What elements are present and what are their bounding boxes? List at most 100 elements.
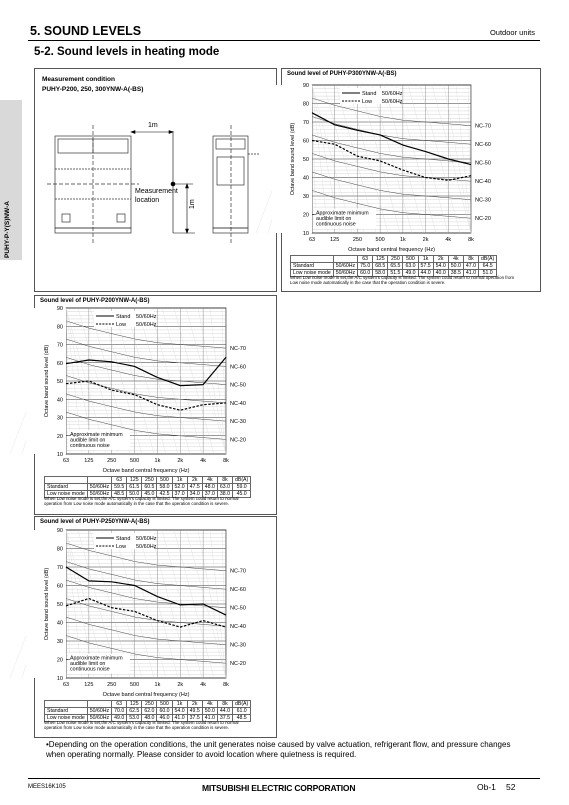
sound-level-table-1: 63 125 250 500 1k 2k 4k 8k dB(A) Standard 50/60Hz 5… <box>44 476 252 498</box>
table-cell: 68.5 <box>372 262 389 270</box>
table-header-cell <box>86 476 113 484</box>
table-header-cell: 2k <box>432 255 449 263</box>
table-header-cell: 1k <box>417 255 434 263</box>
table-header-cell: 500 <box>402 255 419 263</box>
table-cell: 63.0 <box>402 262 419 270</box>
table-header-cell: 500 <box>156 700 173 708</box>
table-cell: 54.0 <box>171 707 188 715</box>
table-cell: 63.0 <box>216 483 233 491</box>
table-cell: 50/60Hz <box>86 490 113 498</box>
table-header-cell: 4k <box>201 476 218 484</box>
table-row: Standard 50/60Hz 59.5 61.5 60.5 58.0 52.0 47.5 4… <box>44 483 252 491</box>
table-cell: 59.0 <box>231 483 252 491</box>
location-label-1: Measurement <box>135 188 178 195</box>
chart-title-1: Sound level of PUHY-P200YNW-A(-BS) <box>40 298 150 304</box>
table-cell: 45.0 <box>231 490 252 498</box>
table-cell: 62.5 <box>126 707 143 715</box>
unit-diagram: 1m 1m Measurement location <box>47 122 260 244</box>
table-row: Low noise mode 50/60Hz 60.0 58.0 51.5 49.0 44.… <box>290 269 498 277</box>
table-header-cell: 500 <box>156 476 173 484</box>
table-header-cell: dB(A) <box>231 476 252 484</box>
section-category: Outdoor units <box>489 28 535 37</box>
table-cell: 50/60Hz <box>332 262 359 270</box>
table-cell: 60.5 <box>141 483 158 491</box>
table-cell: Standard <box>290 262 334 270</box>
table-cell: 64.5 <box>477 262 498 270</box>
table-header-cell: 8k <box>216 700 233 708</box>
table-cell: 60.0 <box>156 707 173 715</box>
table-cell: 50/60Hz <box>332 269 359 277</box>
table-header-cell: 1k <box>171 700 188 708</box>
table-header-cell: 125 <box>126 476 143 484</box>
table-row: Low noise mode 50/60Hz 49.0 53.0 48.0 46.0 41.… <box>44 714 252 722</box>
table-header-cell: 250 <box>387 255 404 263</box>
table-header-cell: 2k <box>186 700 203 708</box>
table-cell: 65.5 <box>387 262 404 270</box>
table-cell: 50.0 <box>447 262 464 270</box>
measurement-title: Measurement condition <box>42 76 115 83</box>
chart-title-2: Sound level of PUHY-P250YNW-A(-BS) <box>40 519 150 525</box>
table-cell: Standard <box>44 707 88 715</box>
table-cell: 58.0 <box>156 483 173 491</box>
header-rule <box>28 40 540 41</box>
table-header-cell <box>290 255 334 263</box>
table-header-cell: 125 <box>372 255 389 263</box>
dim-vertical: 1m <box>189 199 196 209</box>
operation-note: •Depending on the operation conditions, … <box>46 740 511 759</box>
measurement-models: PUHY-P200, 250, 300YNW-A(-BS) <box>42 86 144 93</box>
table-header-cell: 2k <box>186 476 203 484</box>
table-header-cell: 250 <box>141 476 158 484</box>
table-cell: 61.5 <box>126 483 143 491</box>
section-title: 5. SOUND LEVELS <box>30 24 142 38</box>
sound-level-table-0: 63 125 250 500 1k 2k 4k 8k dB(A) Standard 50/60Hz 7… <box>290 255 498 277</box>
table-cell: 48.0 <box>201 483 218 491</box>
table-header-cell: 8k <box>462 255 479 263</box>
location-label-2: location <box>135 197 159 204</box>
table-cell: 48.5 <box>231 714 252 722</box>
table-header-cell <box>86 700 113 708</box>
table-note-0: When Low noise mode is set,the A/C syste… <box>290 275 515 285</box>
table-header-cell <box>44 700 88 708</box>
table-header-cell: 63 <box>111 700 128 708</box>
table-header-cell: 1k <box>171 476 188 484</box>
doc-code: MEES16K105 <box>28 784 66 790</box>
table-header-cell <box>332 255 359 263</box>
page-number: 52 <box>506 782 516 792</box>
table-header-cell: 63 <box>357 255 374 263</box>
table-cell: 50.0 <box>201 707 218 715</box>
table-cell: 75.0 <box>357 262 374 270</box>
table-cell: 49.5 <box>186 707 203 715</box>
table-cell: 47.0 <box>462 262 479 270</box>
table-cell: 59.5 <box>111 483 128 491</box>
table-note-2: When Low noise mode is set,the A/C syste… <box>44 720 239 730</box>
table-row: Standard 50/60Hz 75.0 68.5 65.5 63.0 57.5 54.0 5… <box>290 262 498 270</box>
table-cell: 50/60Hz <box>86 707 113 715</box>
table-cell: 57.5 <box>417 262 434 270</box>
table-header-cell: dB(A) <box>477 255 498 263</box>
subsection-title: 5-2. Sound levels in heating mode <box>34 46 220 58</box>
table-header-cell <box>44 476 88 484</box>
section-code: Ob-1 <box>477 782 496 792</box>
table-row: Low noise mode 50/60Hz 48.5 50.0 45.0 42.5 37.… <box>44 490 252 498</box>
table-cell: 61.0 <box>231 707 252 715</box>
footer-rule <box>28 778 540 779</box>
table-header-cell: 63 <box>111 476 128 484</box>
table-header-cell: 125 <box>126 700 143 708</box>
table-header-cell: dB(A) <box>231 700 252 708</box>
table-header-cell: 250 <box>141 700 158 708</box>
table-cell: 47.5 <box>186 483 203 491</box>
table-note-1: When Low noise mode is set,the A/C syste… <box>44 496 239 506</box>
side-tab <box>0 100 22 260</box>
table-cell: 44.0 <box>216 707 233 715</box>
table-cell: 62.0 <box>141 707 158 715</box>
table-cell: 50/60Hz <box>86 483 113 491</box>
table-cell: 50/60Hz <box>86 714 113 722</box>
table-row: Standard 50/60Hz 70.0 62.5 62.0 60.0 54.0 49.5 5… <box>44 707 252 715</box>
measurement-panel: Measurement condition PUHY-P200, 250, 30… <box>34 68 277 292</box>
table-cell: 51.0 <box>477 269 498 277</box>
sound-level-table-2: 63 125 250 500 1k 2k 4k 8k dB(A) Standard 50/60Hz 7… <box>44 700 252 722</box>
table-header-cell: 4k <box>447 255 464 263</box>
side-tab-label: PUHY-P-Y(S)NW-A <box>4 201 11 258</box>
table-header-cell: 4k <box>201 700 218 708</box>
table-header-cell: 8k <box>216 476 233 484</box>
